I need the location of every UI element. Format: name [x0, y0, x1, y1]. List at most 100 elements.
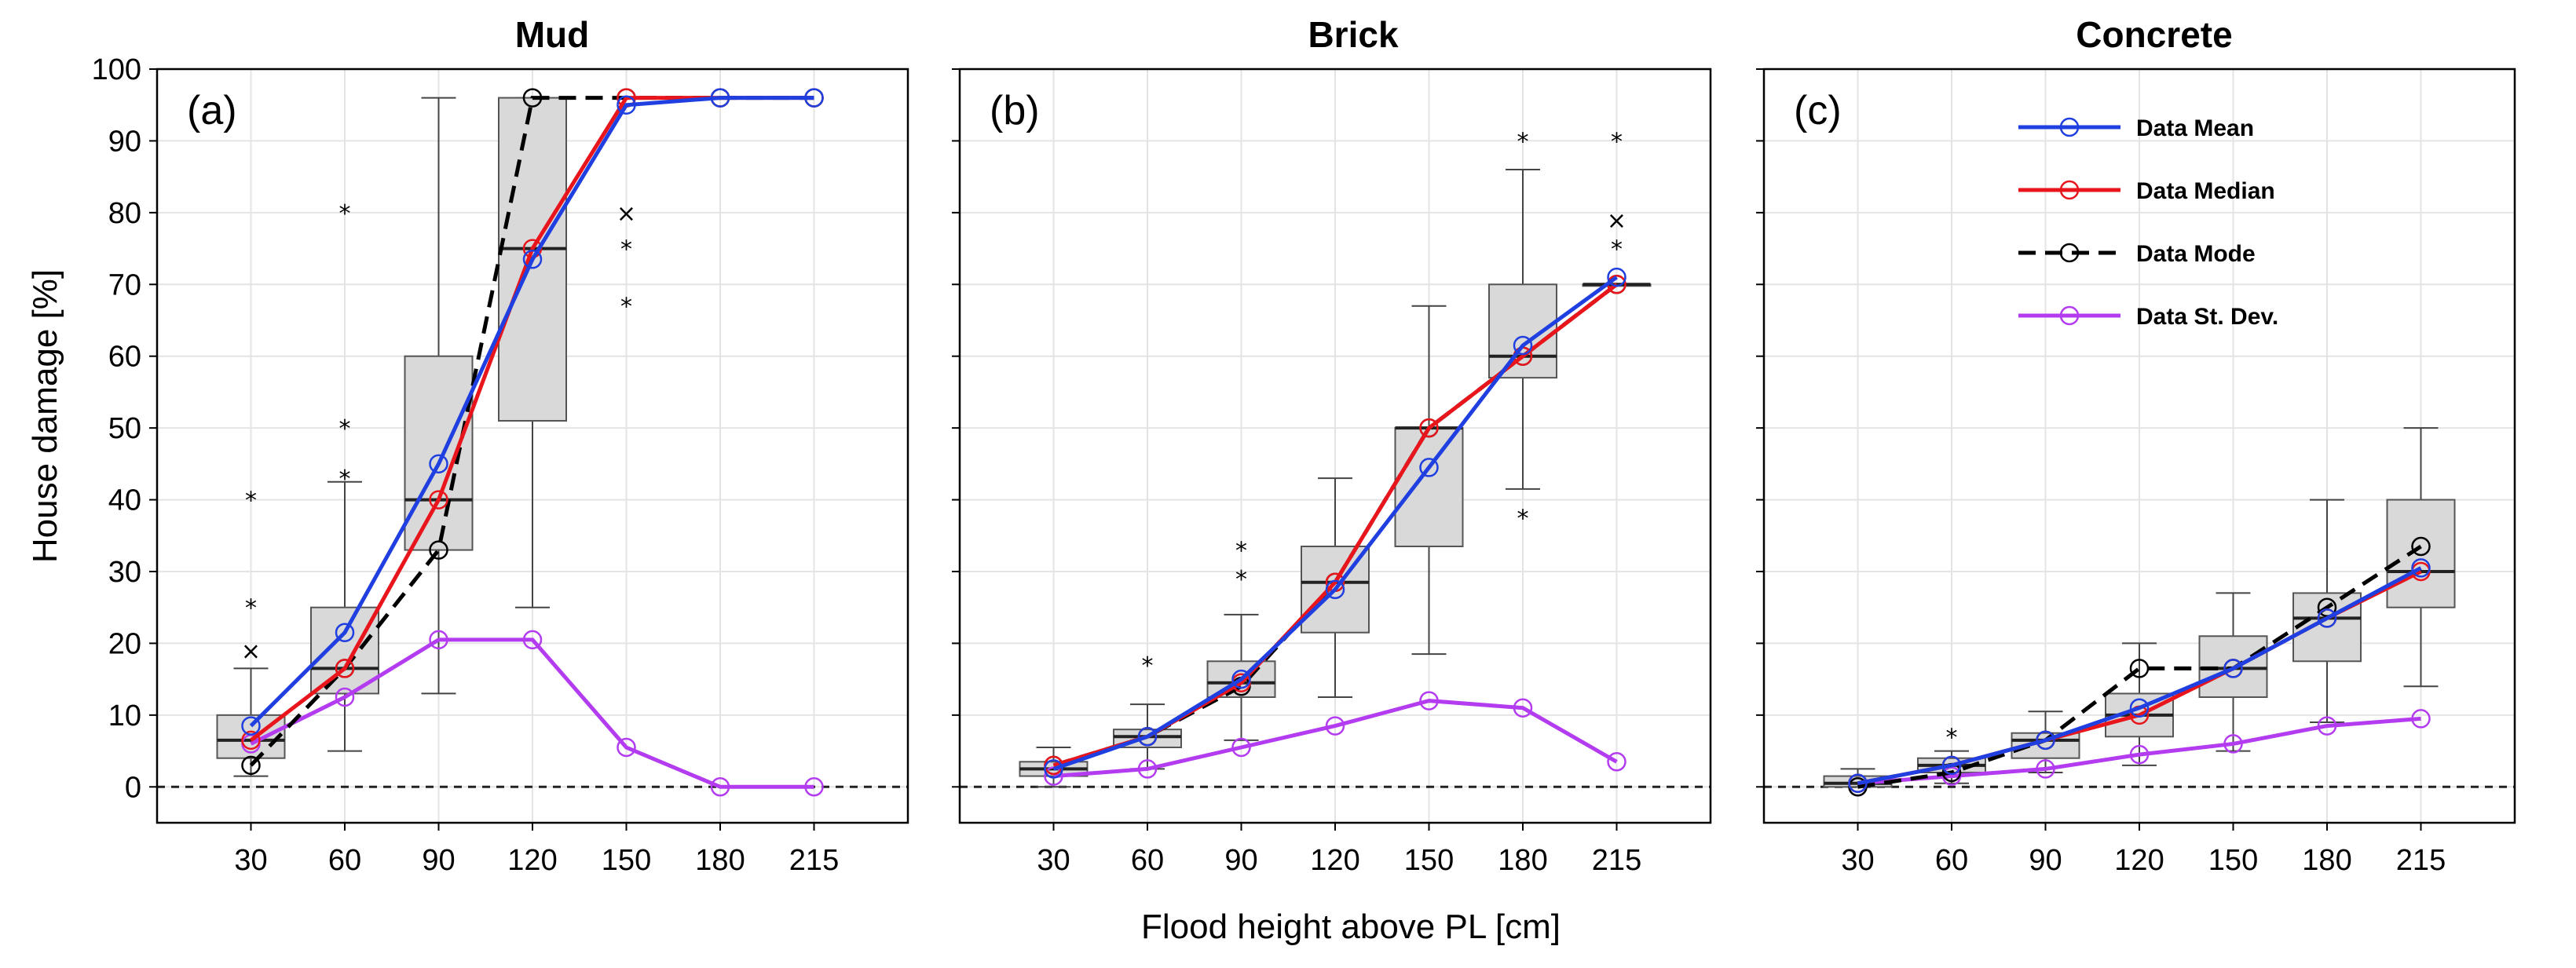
y-tick-label: 20 — [108, 627, 141, 660]
panel-concrete: * 30 60 90 120 150 180 215 (c) — [1756, 68, 2516, 877]
series-mean-point — [2411, 558, 2431, 578]
x-tick-label: 90 — [2029, 844, 2062, 877]
y-tick-label: 70 — [108, 268, 141, 301]
x-tick-label: 150 — [1404, 844, 1454, 877]
panel-label: (c) — [1794, 88, 1842, 133]
outlier-marker: * — [1142, 652, 1154, 680]
series-mean-point — [2317, 608, 2337, 628]
x-tick-label: 90 — [1224, 844, 1257, 877]
series-mean-point — [1044, 759, 1063, 779]
x-axis-label: Flood height above PL [cm] — [1141, 908, 1561, 946]
series-median-point — [335, 659, 355, 678]
y-tick-label: 10 — [108, 700, 141, 732]
legend-entry-1: Data Median — [2018, 178, 2275, 204]
legend-label: Data Mean — [2136, 115, 2254, 141]
legend-marker — [2059, 117, 2080, 137]
box-60 — [310, 480, 379, 752]
x-tick-label: 30 — [1841, 844, 1874, 877]
series-mean-point — [617, 95, 636, 115]
legend: Data Mean Data Median Data Mode Data St. De… — [2018, 115, 2278, 330]
x-tick-label: 150 — [2208, 844, 2258, 877]
series-mode-line — [1857, 544, 2422, 789]
outlier-marker: × — [1607, 207, 1626, 235]
series-std-line — [250, 637, 814, 789]
series-std-point — [335, 687, 355, 707]
series-std-point — [522, 630, 543, 650]
series-std-point — [2223, 734, 2243, 754]
series-mean-point — [335, 623, 355, 642]
outlier-marker: * — [339, 466, 351, 493]
series-mode-point — [429, 540, 448, 560]
series-std-point — [1137, 759, 1158, 779]
outlier-marker: * — [245, 488, 257, 515]
outlier-marker: * — [1235, 538, 1247, 565]
series-mean-point — [2129, 698, 2150, 718]
series-mean-point — [241, 716, 261, 736]
x-tick-label: 215 — [2396, 844, 2446, 877]
legend-marker — [2059, 180, 2080, 200]
series-mean-point — [2036, 730, 2055, 751]
outlier-marker: * — [1235, 566, 1247, 594]
series-std-point — [2411, 709, 2431, 729]
series-std-point — [1419, 691, 1439, 710]
outlier-marker: * — [339, 200, 351, 228]
x-tick-label: 180 — [1498, 844, 1547, 877]
box-iqr — [404, 355, 474, 551]
x-tick-label: 215 — [1592, 844, 1641, 877]
series-mean-point — [1848, 773, 1868, 793]
series-mean-point — [804, 88, 824, 108]
series-std-point — [429, 630, 448, 650]
x-tick-label: 215 — [789, 844, 839, 877]
legend-label: Data St. Dev. — [2136, 304, 2278, 330]
legend-entry-2: Data Mode — [2018, 241, 2256, 267]
panel-title-mud: Mud — [515, 14, 590, 55]
series-mean-point — [2223, 659, 2243, 678]
x-tick-label: 120 — [507, 844, 557, 877]
x-tick-label: 30 — [234, 844, 267, 877]
series-mode-point — [522, 88, 543, 108]
series-std-line — [1053, 699, 1618, 779]
series-mean-point — [1325, 579, 1345, 600]
panel-brick: ******×*30 60 90 120 150 180 215(b) — [952, 68, 1712, 877]
series-mean-point — [1419, 458, 1439, 477]
series-std-point — [2317, 716, 2337, 736]
outlier-marker: × — [617, 200, 636, 228]
box-215 — [2386, 427, 2456, 688]
outlier-marker: * — [339, 415, 351, 443]
panel-label: (a) — [187, 88, 237, 133]
outlier-marker: * — [1946, 724, 1958, 751]
series-mean-point — [710, 88, 730, 108]
x-tick-label: 60 — [328, 844, 361, 877]
legend-entry-3: Data St. Dev. — [2018, 304, 2278, 330]
series-std — [241, 630, 824, 797]
series-std-point — [1607, 752, 1626, 772]
outlier-marker: * — [620, 236, 632, 264]
series-mean-point — [1607, 267, 1626, 287]
series-std-point — [1325, 716, 1345, 736]
series-std-point — [2129, 744, 2150, 765]
series-mean-line — [249, 96, 814, 728]
legend-entry-0: Data Mean — [2018, 115, 2254, 141]
box-iqr — [310, 606, 379, 695]
y-axis-label: House damage [%] — [26, 269, 64, 563]
outlier-marker: * — [1611, 236, 1623, 264]
series-mean — [241, 88, 824, 736]
box-iqr — [1488, 283, 1557, 379]
legend-marker — [2059, 243, 2080, 263]
y-tick-label: 0 — [125, 771, 141, 804]
series-std-point — [1513, 698, 1533, 718]
series-std — [1044, 691, 1626, 786]
outlier-marker: * — [1611, 128, 1623, 155]
panel-label: (b) — [990, 88, 1040, 133]
box-iqr — [216, 714, 286, 759]
x-tick-label: 120 — [1310, 844, 1359, 877]
series-std-point — [617, 737, 636, 758]
box-iqr — [2386, 499, 2456, 608]
box-90 — [404, 97, 474, 695]
series-std-point — [804, 777, 824, 797]
panel-title-brick: Brick — [1308, 14, 1398, 55]
series-std-point — [710, 777, 730, 797]
y-tick-label: 100 — [92, 53, 141, 86]
series-std-point — [2036, 759, 2055, 779]
